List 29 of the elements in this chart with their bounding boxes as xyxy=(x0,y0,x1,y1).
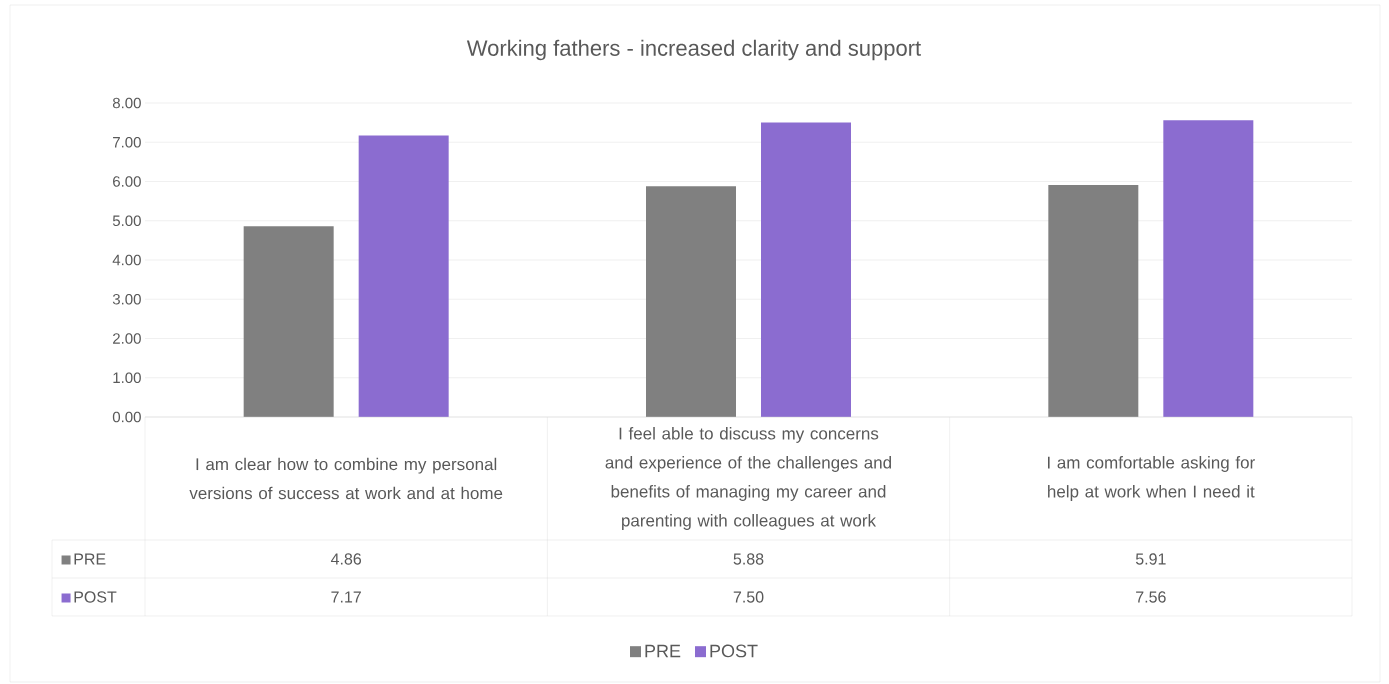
y-tick-label: 1.00 xyxy=(113,372,141,384)
data-label: 5.88 xyxy=(733,553,764,565)
bar xyxy=(1048,185,1139,417)
text: POST xyxy=(74,591,117,603)
bar xyxy=(243,226,334,417)
bar xyxy=(1163,120,1254,417)
data-label: 5.91 xyxy=(1135,553,1166,565)
y-tick-label: 4.00 xyxy=(112,254,141,266)
x-tick-label: I feel able to discuss my concerns and experience of the challenges and benefits of managing my career and parenting with colleagues at work xyxy=(605,427,891,530)
x-tick-label: I am comfortable asking for help at work when I need it xyxy=(1048,456,1255,501)
chart-title: Working fathers - increased clarity and support xyxy=(466,39,921,61)
y-tick-label: 7.00 xyxy=(113,136,141,148)
y-tick-label: 6.00 xyxy=(113,176,141,187)
legend-label: PRE xyxy=(74,553,106,565)
y-tick-label: 3.00 xyxy=(112,293,141,305)
data-label: 7.50 xyxy=(733,591,764,603)
bar xyxy=(646,186,736,417)
data-label: 7.56 xyxy=(1136,591,1166,603)
y-tick-label: 2.00 xyxy=(113,333,141,344)
y-tick-label: 5.00 xyxy=(112,215,141,227)
data-label: 4.86 xyxy=(330,553,362,565)
bar xyxy=(358,135,449,417)
y-tick-label: 8.00 xyxy=(112,97,141,109)
bar xyxy=(761,122,851,417)
data-label: 7.17 xyxy=(331,591,361,603)
x-tick-label: I am clear how to combine my personal versions of success at work and at home xyxy=(189,457,503,500)
legend-label: POST xyxy=(710,644,758,658)
y-tick-label: 0.00 xyxy=(112,411,141,423)
text: PRE xyxy=(645,644,681,658)
